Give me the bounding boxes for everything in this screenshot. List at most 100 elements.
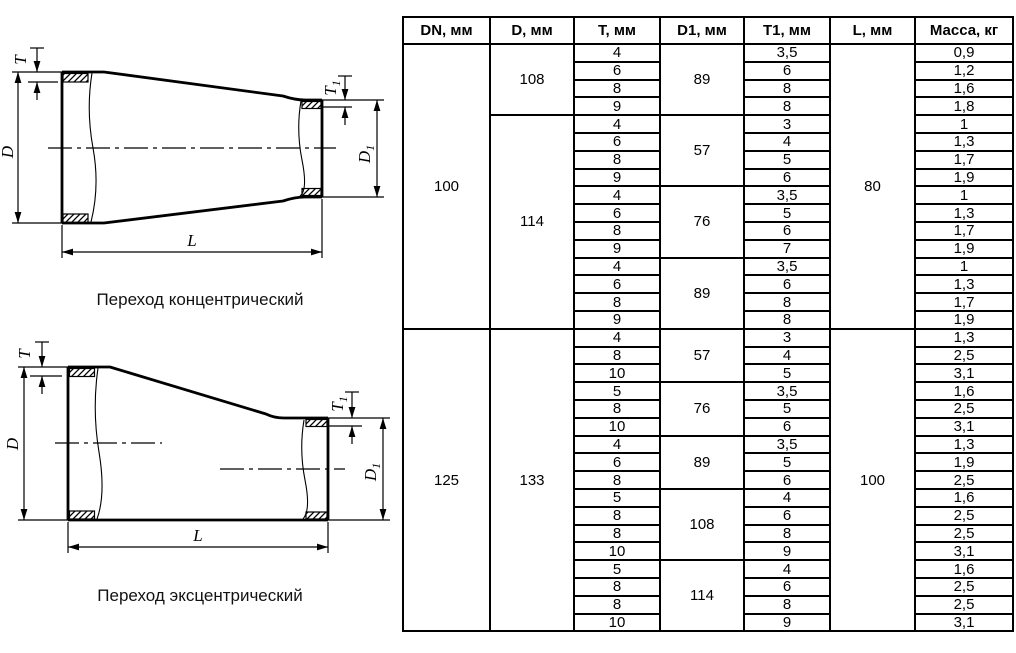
- cell-t1: 5: [743, 398, 831, 419]
- cell-t: 4: [573, 256, 661, 277]
- outline-top: [68, 365, 328, 420]
- cell-t1: 5: [743, 149, 831, 170]
- cell-massa: 1,9: [914, 309, 1014, 330]
- cell-t: 5: [573, 559, 661, 579]
- cell-massa: 2,5: [914, 345, 1014, 366]
- dim-label-t1-sub: 1: [336, 396, 350, 402]
- dim-label-d1: D1: [355, 145, 377, 164]
- hatch-small-top: [301, 100, 322, 110]
- eccentric-caption: Переход эксцентрический: [97, 586, 303, 605]
- table-row: 9 6 1,9: [403, 167, 1014, 188]
- table-row: 8 8 2,5: [403, 523, 1014, 544]
- table-row: 5 76 3,5 1,6: [403, 381, 1014, 437]
- column-header: L, мм: [829, 16, 916, 45]
- cell-t: 4: [573, 43, 661, 63]
- dim-label-d: D: [0, 145, 17, 159]
- cell-massa: 1,9: [914, 167, 1014, 188]
- table-row: 9 8 1,9: [403, 309, 1014, 330]
- dimension-l: L: [67, 522, 329, 553]
- cell-d1: 57: [659, 327, 745, 384]
- cell-massa: 0,9: [914, 43, 1014, 63]
- table-row: 125 133 4 57 3 100 1,3: [402, 327, 1014, 633]
- cell-t: 6: [573, 60, 661, 81]
- hatch-small-bottom: [305, 511, 328, 520]
- cell-t1: 3,5: [743, 381, 831, 401]
- dim-label-d: D: [3, 437, 22, 451]
- cell-t1: 3: [743, 114, 831, 134]
- hatch-large-bottom: [68, 510, 96, 520]
- cell-t1: 6: [743, 274, 831, 295]
- cell-massa: 1: [914, 256, 1014, 277]
- table-row: 4 89 3,5 1: [403, 256, 1014, 330]
- cell-t: 6: [573, 203, 661, 223]
- table-row: 114 4 5 7 3 1: [403, 114, 1014, 330]
- cell-t1: 3,5: [743, 434, 831, 455]
- cell-d1: 108: [659, 487, 745, 562]
- cell-massa: 3,1: [914, 363, 1014, 384]
- concentric-caption: Переход концентрический: [96, 290, 304, 309]
- column-header: D1, мм: [659, 16, 745, 45]
- cell-l: 80: [829, 43, 916, 330]
- cell-t: 6: [573, 131, 661, 152]
- cell-t1: 7: [743, 238, 831, 259]
- cell-massa: 2,5: [914, 505, 1014, 526]
- eccentric-reducer-drawing: T D T1 D 1: [3, 341, 390, 553]
- cell-t: 9: [573, 96, 661, 117]
- cell-t1: 8: [743, 309, 831, 330]
- dim-label-t1: T1: [321, 80, 343, 95]
- cell-t1: 3,5: [743, 185, 831, 206]
- cell-t1: 6: [743, 60, 831, 81]
- cell-t: 5: [573, 381, 661, 401]
- cell-d: 114: [489, 114, 575, 330]
- table-row: 6 6 1,2: [403, 60, 1014, 81]
- cell-t: 9: [573, 167, 661, 188]
- spec-table-body: 100 108 4 89 3,5 80 0,9 6 6 1,2 8 8 1,6 9 8 1,8 114 4 57 3 1…: [402, 42, 1014, 633]
- cell-t1: 8: [743, 96, 831, 117]
- cell-t: 6: [573, 274, 661, 295]
- column-header: T, мм: [573, 16, 661, 45]
- cell-t: 8: [573, 576, 661, 597]
- outline-bottom: [62, 195, 322, 225]
- hatch-large-top: [62, 72, 89, 83]
- table-row: 9 8 1,8: [403, 96, 1014, 117]
- cell-t: 8: [573, 398, 661, 419]
- cell-t: 5: [573, 487, 661, 508]
- cell-t: 8: [573, 345, 661, 366]
- cell-massa: 1,6: [914, 78, 1014, 99]
- dim-label-d1-main: D: [361, 468, 380, 482]
- cell-t: 9: [573, 309, 661, 330]
- cell-t: 4: [573, 185, 661, 206]
- cell-massa: 3,1: [914, 416, 1014, 437]
- dimension-t1: T1: [321, 75, 352, 125]
- cell-t1: 3,5: [743, 43, 831, 63]
- cell-d: 133: [489, 327, 575, 633]
- break-line-small: [298, 100, 306, 197]
- cell-t1: 3: [743, 327, 831, 348]
- cell-massa: 1,7: [914, 220, 1014, 241]
- cell-massa: 1,7: [914, 149, 1014, 170]
- table-row: 8 6 2,5: [403, 576, 1014, 597]
- cell-d: 108: [489, 42, 575, 117]
- hatch-large-top: [68, 367, 96, 378]
- spec-table-header: DN, мм D, мм T, мм D1, мм T1, мм L, мм Масса, …: [402, 16, 1014, 45]
- dim-label-l: L: [186, 231, 196, 250]
- table-row: 5 108 4 1,6: [403, 487, 1014, 562]
- dimension-t1: T1: [328, 391, 362, 444]
- cell-t1: 9: [743, 612, 831, 633]
- cell-dn: 100: [402, 43, 491, 330]
- cell-t1: 4: [743, 559, 831, 579]
- cell-massa: 3,1: [914, 612, 1014, 633]
- dimension-t: T: [15, 341, 62, 394]
- hatch-large-bottom: [62, 213, 89, 224]
- cell-t: 8: [573, 523, 661, 544]
- cell-massa: 1,9: [914, 452, 1014, 473]
- dim-label-t1-sub: 1: [329, 80, 343, 86]
- cell-massa: 2,5: [914, 523, 1014, 544]
- table-row: 8 8 1,6: [403, 78, 1014, 99]
- cell-massa: 1,3: [914, 203, 1014, 223]
- cell-dn: 125: [402, 327, 491, 633]
- table-row: 10 9 3,1: [403, 612, 1014, 633]
- cell-t1: 8: [743, 594, 831, 615]
- cell-d1: 89: [659, 434, 745, 490]
- cell-t1: 6: [743, 505, 831, 526]
